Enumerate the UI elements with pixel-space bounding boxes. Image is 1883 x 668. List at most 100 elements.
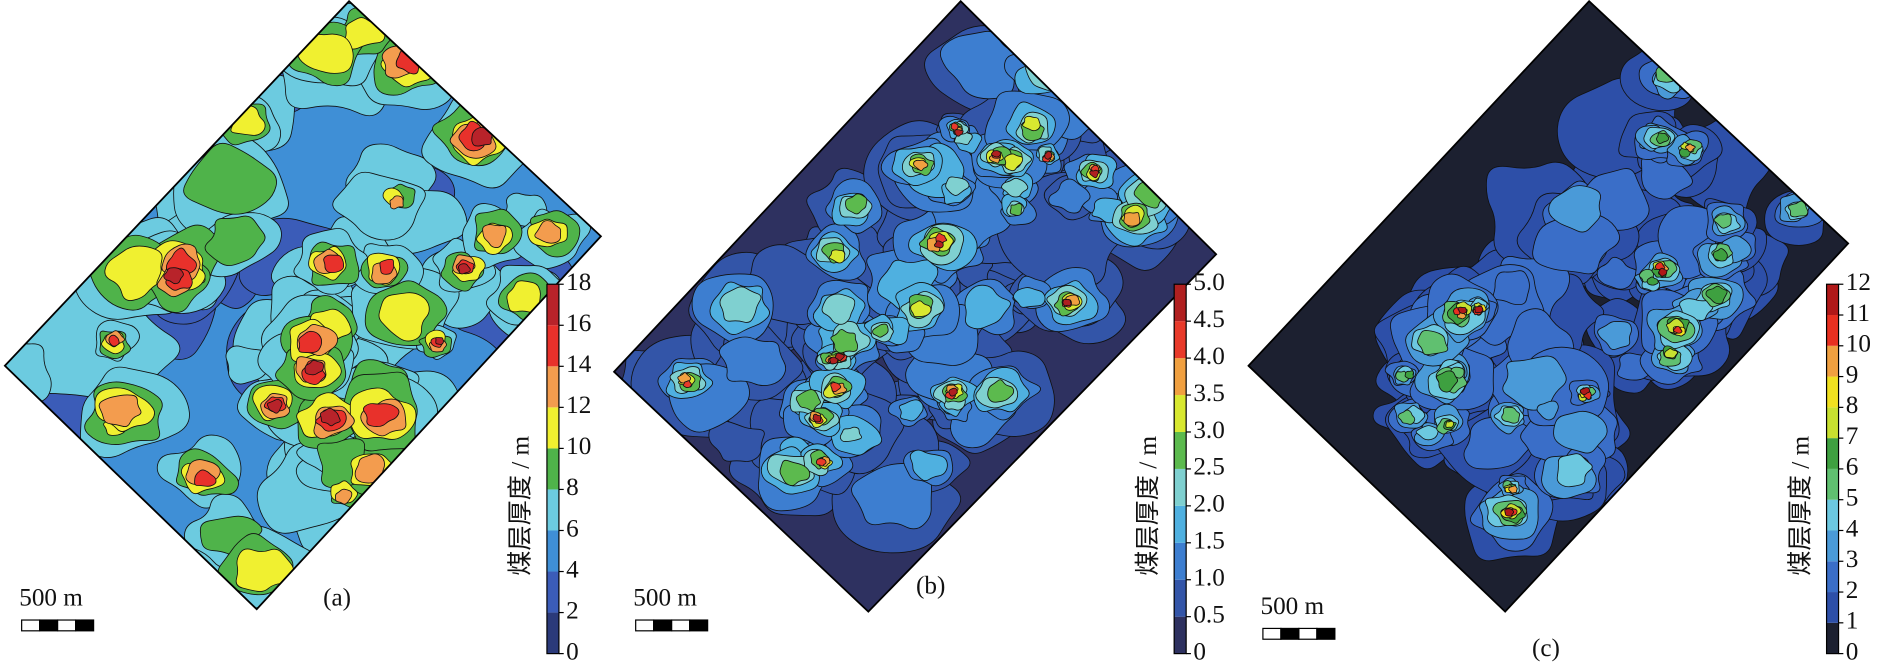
contour-region	[910, 300, 932, 318]
contour-region	[335, 488, 353, 505]
contour-region	[389, 195, 404, 210]
contour-region	[839, 426, 863, 442]
colorbar-tick-label: 2.0	[1193, 491, 1224, 518]
contour-region	[534, 220, 562, 244]
colorbar-band	[546, 325, 559, 367]
colorbar-tick-label: 7	[1846, 423, 1859, 450]
contour-region	[98, 394, 142, 428]
scale-bar-segment	[671, 619, 691, 632]
contour-region	[830, 329, 858, 354]
colorbar-tick-label: 10	[566, 433, 591, 460]
scale-bar-segment	[1316, 627, 1336, 640]
scale-bar-segment	[1298, 627, 1318, 640]
contour-region	[815, 458, 827, 467]
colorbar-band	[1174, 616, 1187, 654]
contour-region	[1004, 153, 1024, 172]
contour-region	[1713, 248, 1728, 262]
colorbar-label: 煤层厚度 / m	[507, 436, 535, 576]
contour-region	[987, 379, 1015, 403]
contour-region	[1048, 178, 1091, 214]
contour-region	[1089, 169, 1100, 179]
contour-region	[945, 176, 970, 196]
scale-bar-label: 500 m	[19, 584, 83, 611]
colorbar-tick-label: 4	[1846, 515, 1859, 542]
colorbar-tick-label: 3.0	[1193, 417, 1224, 444]
colorbar-band	[1174, 395, 1187, 432]
contour-region	[1504, 508, 1515, 517]
contour-region	[163, 267, 184, 285]
contour-region	[378, 292, 430, 342]
scale-bar-segment	[1280, 627, 1300, 640]
contour-region	[909, 449, 948, 482]
contour-region	[1579, 387, 1591, 396]
contour-region	[1044, 150, 1053, 160]
contour-region	[1001, 177, 1029, 198]
colorbar-tick-label: 3.5	[1193, 380, 1224, 407]
contour-region	[913, 159, 929, 172]
contour-region	[1502, 355, 1567, 411]
colorbar-tick-label: 4.5	[1193, 306, 1224, 333]
contour-region	[183, 142, 277, 215]
panel-label: (c)	[1532, 635, 1560, 662]
contour-region	[719, 286, 762, 323]
scale-bar-label: 500 m	[1261, 593, 1325, 620]
colorbar-band	[546, 612, 559, 654]
contour-region	[266, 398, 283, 414]
contour-region	[1646, 276, 1659, 286]
colorbar-label: 煤层厚度 / m	[1786, 436, 1814, 576]
contour-region	[1508, 485, 1518, 494]
colorbar-tick-label: 4	[566, 556, 579, 583]
contour-region	[964, 284, 1011, 330]
colorbar-tick-label: 12	[566, 392, 591, 419]
colorbar-tick-label: 16	[566, 310, 591, 337]
contour-region	[1022, 115, 1041, 132]
contour-region	[1713, 213, 1732, 229]
contour-region	[108, 334, 120, 347]
colorbar-tick-label: 5	[1846, 484, 1859, 511]
scale-bar-label: 500 m	[633, 584, 697, 611]
contour-region	[379, 258, 395, 275]
contour-region	[1556, 453, 1593, 488]
colorbar-band	[1174, 321, 1187, 359]
contour-region	[1474, 305, 1484, 314]
colorbar-band	[1174, 579, 1187, 617]
colorbar-tick-label: 0	[1193, 638, 1206, 665]
contour-region	[829, 356, 839, 365]
contour-region	[1457, 306, 1467, 314]
panel-label: (b)	[916, 572, 945, 599]
contour-region	[1436, 370, 1459, 393]
contour-region	[934, 240, 944, 249]
colorbar-tick-label: 10	[1846, 331, 1871, 358]
contour-region	[1009, 202, 1023, 216]
colorbar-band	[1174, 358, 1187, 396]
contour-region	[1705, 285, 1728, 305]
contour-region	[851, 463, 932, 530]
contour-region	[323, 254, 345, 274]
colorbar-band	[1174, 431, 1187, 469]
colorbar-band	[1826, 407, 1839, 439]
contour-region	[194, 469, 217, 487]
contour-region	[1787, 200, 1809, 218]
scale-bar-segment	[635, 619, 655, 632]
contour-region	[1553, 410, 1608, 454]
colorbar-tick-label: 11	[1846, 300, 1870, 327]
contour-region	[1656, 132, 1670, 145]
contour-region	[898, 399, 924, 422]
colorbar-band	[1826, 530, 1839, 562]
contour-region	[104, 245, 164, 301]
scale-bar-segment	[1262, 627, 1282, 640]
colorbar-band	[1826, 622, 1839, 654]
colorbar-tick-label: 2.5	[1193, 454, 1224, 481]
colorbar-frame	[546, 283, 560, 655]
colorbar-band	[546, 571, 559, 613]
contour-region	[1536, 400, 1559, 421]
colorbar-tick-label: 2	[1846, 577, 1859, 604]
contour-region	[435, 337, 444, 345]
colorbar-label: 煤层厚度 / m	[1134, 436, 1162, 576]
colorbar-tick-label: 14	[566, 351, 592, 378]
contour-region	[1596, 256, 1638, 290]
contour-region	[506, 280, 541, 313]
colorbar-tick-label: 4.0	[1193, 343, 1224, 370]
colorbar-tick-label: 0	[566, 638, 579, 665]
colorbar-band	[1826, 468, 1839, 500]
